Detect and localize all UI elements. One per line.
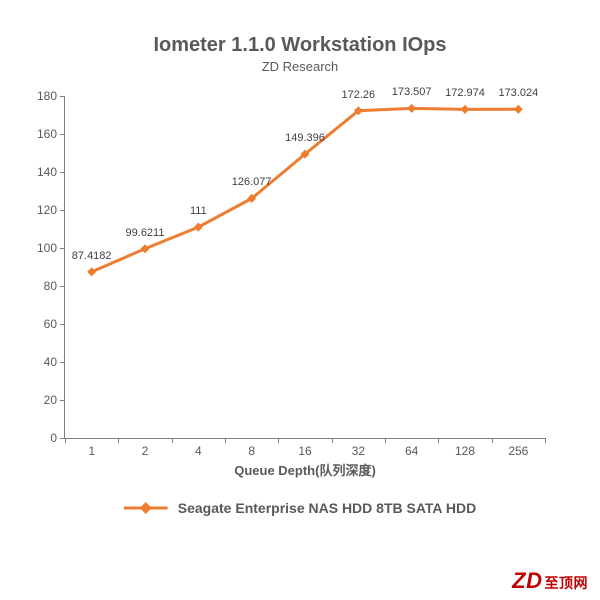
y-tick-label: 140 bbox=[37, 165, 65, 179]
series-svg bbox=[65, 96, 545, 438]
x-tick-mark bbox=[65, 438, 66, 443]
x-tick-label: 128 bbox=[455, 438, 475, 458]
legend-label: Seagate Enterprise NAS HDD 8TB SATA HDD bbox=[178, 500, 476, 516]
data-label: 172.26 bbox=[342, 89, 376, 101]
series-marker bbox=[407, 104, 416, 113]
y-tick-label: 20 bbox=[44, 393, 65, 407]
y-tick-label: 40 bbox=[44, 355, 65, 369]
x-tick-mark bbox=[278, 438, 279, 443]
x-tick-mark bbox=[172, 438, 173, 443]
chart-subtitle: ZD Research bbox=[0, 59, 600, 74]
y-tick-label: 60 bbox=[44, 317, 65, 331]
x-tick-mark bbox=[225, 438, 226, 443]
watermark-main: ZD bbox=[512, 568, 542, 593]
plot-area: Queue Depth(队列深度) 0204060801001201401601… bbox=[64, 96, 545, 439]
data-label: 172.974 bbox=[445, 87, 485, 99]
x-tick-label: 32 bbox=[352, 438, 365, 458]
y-tick-label: 180 bbox=[37, 89, 65, 103]
chart-title: Iometer 1.1.0 Workstation IOps bbox=[0, 34, 600, 57]
data-label: 99.6211 bbox=[126, 227, 165, 239]
x-tick-label: 2 bbox=[142, 438, 149, 458]
x-tick-mark bbox=[492, 438, 493, 443]
x-axis-title: Queue Depth(队列深度) bbox=[234, 460, 376, 479]
legend-marker-icon bbox=[124, 501, 168, 515]
data-label: 87.4182 bbox=[72, 250, 112, 262]
x-tick-mark bbox=[438, 438, 439, 443]
x-tick-mark bbox=[545, 438, 546, 443]
watermark: ZD至顶网 bbox=[512, 568, 588, 594]
data-label: 173.024 bbox=[498, 87, 538, 99]
y-tick-label: 80 bbox=[44, 279, 65, 293]
y-tick-label: 0 bbox=[50, 431, 65, 445]
series-marker bbox=[87, 267, 96, 276]
data-label: 111 bbox=[190, 205, 207, 217]
data-label: 149.396 bbox=[285, 132, 325, 144]
x-tick-label: 64 bbox=[405, 438, 418, 458]
x-tick-label: 4 bbox=[195, 438, 202, 458]
x-tick-label: 1 bbox=[88, 438, 95, 458]
x-tick-mark bbox=[332, 438, 333, 443]
chart-title-block: Iometer 1.1.0 Workstation IOps ZD Resear… bbox=[0, 34, 600, 74]
watermark-cn: 至顶网 bbox=[545, 575, 589, 591]
data-label: 173.507 bbox=[392, 86, 432, 98]
x-tick-label: 256 bbox=[508, 438, 528, 458]
y-tick-label: 100 bbox=[37, 241, 65, 255]
x-tick-label: 16 bbox=[298, 438, 311, 458]
series-marker bbox=[141, 244, 150, 253]
y-tick-label: 160 bbox=[37, 127, 65, 141]
x-tick-mark bbox=[118, 438, 119, 443]
x-tick-mark bbox=[385, 438, 386, 443]
data-label: 126.077 bbox=[232, 176, 272, 188]
legend: Seagate Enterprise NAS HDD 8TB SATA HDD bbox=[124, 500, 476, 516]
series-marker bbox=[461, 105, 470, 114]
y-tick-label: 120 bbox=[37, 203, 65, 217]
series-marker bbox=[514, 105, 523, 114]
x-tick-label: 8 bbox=[248, 438, 255, 458]
